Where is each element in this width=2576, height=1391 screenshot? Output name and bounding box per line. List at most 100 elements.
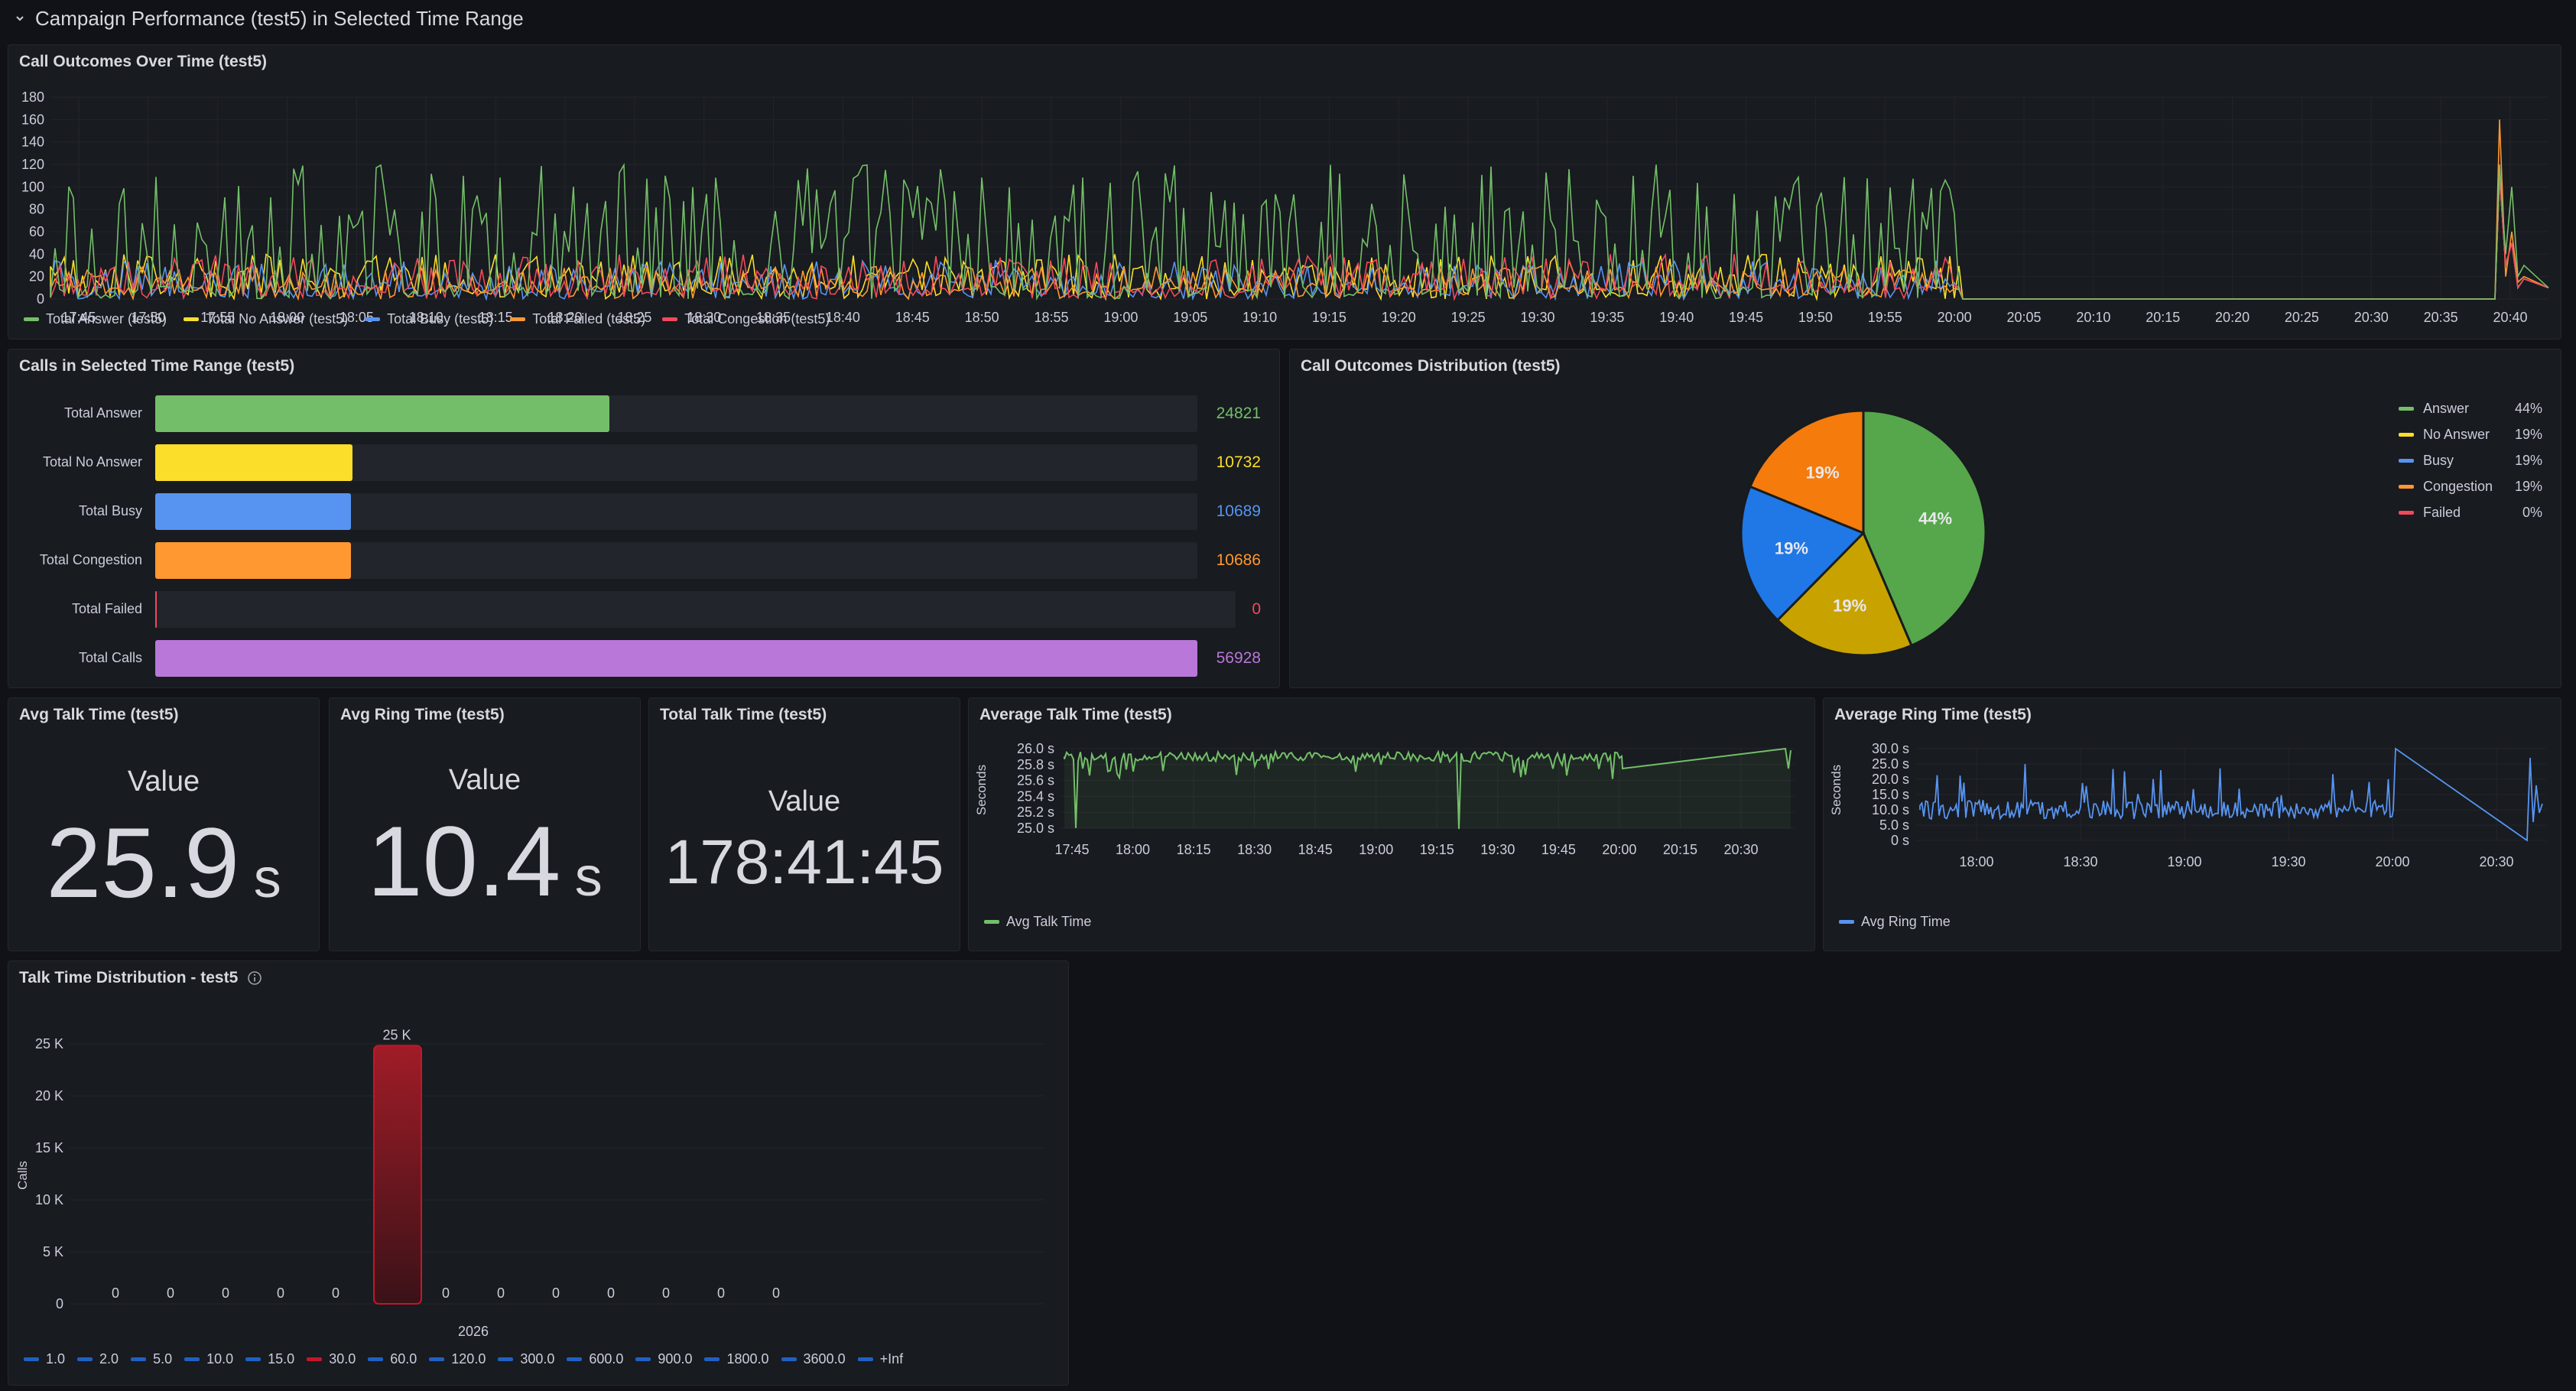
series-line — [50, 163, 2549, 301]
talk-time-distribution-panel[interactable]: Talk Time Distribution - test5 25 K 20 K 1… — [8, 960, 1069, 1386]
legend-item[interactable]: 5.0 — [131, 1351, 172, 1367]
panel-title: Avg Ring Time (test5) — [340, 706, 505, 723]
legend-swatch — [245, 1357, 261, 1361]
legend-swatch — [24, 1357, 39, 1361]
legend-item[interactable]: +Inf — [857, 1351, 903, 1367]
average-ring-time-panel[interactable]: Average Ring Time (test5) 30.0 s 25.0 s 20… — [1823, 697, 2561, 951]
x-tick-label: 18:00 — [1116, 842, 1150, 857]
legend-item[interactable]: Total Answer (test5) — [24, 311, 167, 327]
bargauge-value: 0 — [1252, 600, 1261, 618]
series-line — [50, 175, 2549, 302]
pie-legend: Answer 44% No Answer 19% Busy 19% Congestion 19… — [2399, 395, 2542, 525]
legend-swatch — [510, 317, 526, 321]
legend-swatch — [365, 317, 381, 321]
legend-item[interactable]: Total No Answer (test5) — [184, 311, 348, 327]
avg-talk-time-stat-panel[interactable]: Avg Talk Time (test5) Value 25.9 s — [8, 697, 320, 951]
bargauge-fill — [155, 444, 352, 481]
x-tick-label: 19:15 — [1312, 310, 1346, 325]
x-tick-label: 18:55 — [1034, 310, 1068, 325]
legend-item[interactable]: 15.0 — [245, 1351, 294, 1367]
x-tick-label: 20:20 — [2215, 310, 2250, 325]
y-tick-label: 15.0 s — [1872, 787, 1909, 802]
x-tick-label: 18:30 — [687, 310, 721, 325]
pie-slice[interactable] — [1748, 409, 1865, 535]
pie-slice[interactable] — [1862, 409, 1987, 648]
bargauge-label: Total Answer — [63, 405, 142, 421]
bargauge-label: Total Congestion — [39, 552, 142, 567]
legend-label: 300.0 — [520, 1351, 555, 1367]
y-tick-label: 180 — [21, 89, 44, 105]
y-tick-label: 160 — [21, 112, 44, 127]
avg-ring-time-stat-panel[interactable]: Avg Ring Time (test5) Value 10.4 s — [329, 697, 641, 951]
legend-label: 3600.0 — [803, 1351, 846, 1367]
pie-legend-item[interactable]: Failed 0% — [2399, 499, 2542, 525]
pie-legend-item[interactable]: Answer 44% — [2399, 395, 2542, 421]
histogram-bar[interactable] — [373, 1045, 422, 1305]
histogram-bar-label: 25 K — [382, 1027, 411, 1042]
y-tick-label: 25.6 s — [1017, 773, 1054, 788]
legend-item[interactable]: 300.0 — [498, 1351, 554, 1367]
x-tick-label: 20:05 — [2006, 310, 2041, 325]
pie-slice[interactable] — [1775, 531, 1913, 657]
legend-item[interactable]: Total Busy (test5) — [365, 311, 493, 327]
legend-item[interactable]: 120.0 — [429, 1351, 486, 1367]
x-tick-label: 19:45 — [1541, 842, 1576, 857]
legend-item[interactable]: 900.0 — [635, 1351, 692, 1367]
pie-legend-item[interactable]: No Answer 19% — [2399, 421, 2542, 447]
avg-talk-legend: Avg Talk Time — [984, 914, 1108, 930]
histogram-bar-label: 0 — [167, 1285, 174, 1301]
x-tick-label: 19:05 — [1173, 310, 1207, 325]
y-tick-label: 0 s — [1891, 833, 1909, 848]
avg-talk-time-chart[interactable]: 26.0 s25.8 s25.6 s25.4 s25.2 s25.0 s Seco… — [969, 729, 1814, 935]
legend-item[interactable]: 1.0 — [24, 1351, 65, 1367]
legend-item[interactable]: 30.0 — [307, 1351, 356, 1367]
total-talk-time-stat-panel[interactable]: Total Talk Time (test5) Value 178:41:45 — [648, 697, 960, 951]
call-outcomes-timeseries-chart[interactable]: 180 160 140 120 100 80 60 40 20 0 17:45 17:50 17:55 1… — [8, 76, 2561, 328]
calls-in-selected-range-panel[interactable]: Calls in Selected Time Range (test5) Tot… — [8, 349, 1280, 688]
x-tick-label: 18:10 — [409, 310, 443, 325]
x-tick-label: 19:30 — [1480, 842, 1515, 857]
row-header-campaign-performance[interactable]: Campaign Performance (test5) in Selected… — [14, 3, 524, 34]
histogram-bar-label: 0 — [222, 1285, 229, 1301]
y-tick-label: 60 — [29, 224, 44, 239]
x-tick-label: 18:35 — [756, 310, 791, 325]
legend-item[interactable]: 10.0 — [184, 1351, 233, 1367]
x-tick-label: 18:30 — [2063, 854, 2097, 869]
x-tick-label: 18:25 — [617, 310, 651, 325]
legend-item[interactable]: Total Failed (test5) — [510, 311, 645, 327]
pie-legend-item[interactable]: Congestion 19% — [2399, 473, 2542, 499]
y-tick-label: 140 — [21, 135, 44, 150]
pie-slice[interactable] — [1740, 485, 1866, 622]
legend-item[interactable]: 2.0 — [77, 1351, 119, 1367]
bargauge-value: 10732 — [1216, 453, 1261, 471]
talk-time-histogram[interactable]: 25 K 20 K 15 K 10 K 5 K 0 Calls 2026 0 0 0 0 0 25 K 0 0… — [8, 992, 1068, 1351]
legend-swatch — [984, 920, 999, 924]
x-tick-label: 20:30 — [1723, 842, 1758, 857]
x-tick-label: 19:30 — [1520, 310, 1554, 325]
info-icon[interactable] — [247, 970, 262, 986]
panel-title: Calls in Selected Time Range (test5) — [19, 357, 295, 375]
average-talk-time-panel[interactable]: Average Talk Time (test5) 26.0 s 25.8 s 25… — [968, 697, 1815, 951]
legend-item[interactable]: 60.0 — [368, 1351, 417, 1367]
y-tick-label: 40 — [29, 246, 44, 262]
avg-ring-time-chart[interactable]: 30.0 s25.0 s20.0 s15.0 s10.0 s5.0 s0 s Se… — [1824, 729, 2561, 935]
pie-legend-item[interactable]: Busy 19% — [2399, 447, 2542, 473]
legend-item[interactable]: Total Congestion (test5) — [662, 311, 830, 327]
bargauge-value: 10686 — [1216, 551, 1261, 569]
call-outcomes-distribution-panel[interactable]: Call Outcomes Distribution (test5) 44% 19… — [1289, 349, 2561, 688]
outcomes-pie-chart[interactable]: 44% 19% 19% 19% — [1726, 395, 2001, 671]
legend-label: Congestion — [2423, 478, 2493, 494]
panel-title-text: Talk Time Distribution - test5 — [19, 969, 239, 986]
legend-label: 600.0 — [589, 1351, 624, 1367]
call-outcomes-over-time-panel[interactable]: Call Outcomes Over Time (test5) 180 160 14… — [8, 44, 2561, 340]
legend-item[interactable]: 1800.0 — [704, 1351, 769, 1367]
y-tick-label: 5.0 s — [1879, 817, 1909, 833]
legend-label: Total Congestion (test5) — [684, 311, 830, 327]
y-tick-label: 100 — [21, 179, 44, 194]
legend-item[interactable]: 3600.0 — [781, 1351, 846, 1367]
y-tick-label: 10 K — [35, 1192, 63, 1207]
legend-item[interactable]: 600.0 — [567, 1351, 623, 1367]
legend-label: Avg Ring Time — [1861, 914, 1951, 929]
y-tick-label: 10.0 s — [1872, 802, 1909, 817]
histogram-bar-label: 0 — [112, 1285, 119, 1301]
